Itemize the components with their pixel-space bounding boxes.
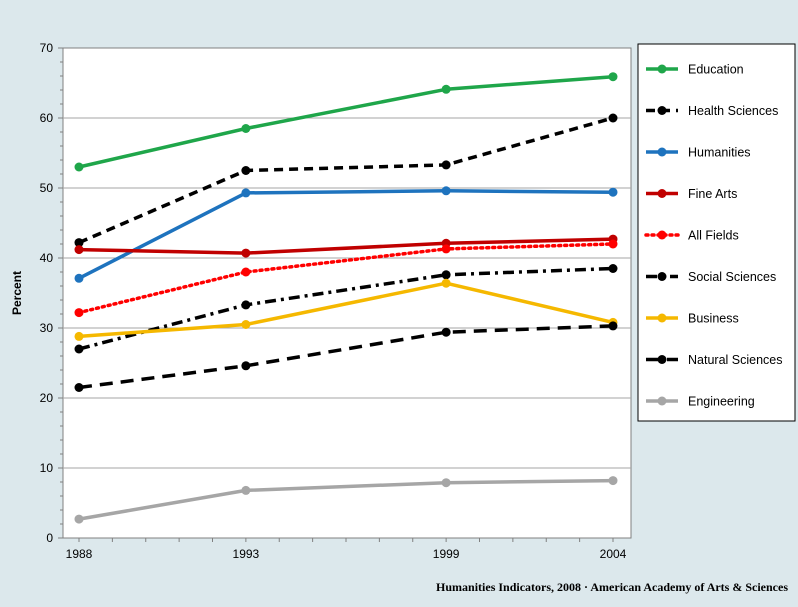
data-point xyxy=(74,308,84,318)
data-point xyxy=(241,267,251,277)
series-humanities xyxy=(74,186,618,283)
y-tick-label: 20 xyxy=(40,391,54,405)
legend-item-all-fields: All Fields xyxy=(644,229,739,243)
data-point xyxy=(441,270,451,280)
data-point xyxy=(241,124,251,133)
legend-swatch-marker xyxy=(657,189,667,198)
data-point xyxy=(74,245,84,255)
series-health-sciences xyxy=(74,113,618,248)
y-tick-label: 40 xyxy=(40,251,54,265)
data-point xyxy=(74,162,84,172)
series-line xyxy=(78,116,614,245)
data-point xyxy=(74,238,84,248)
data-point xyxy=(74,344,84,354)
y-tick-label: 0 xyxy=(46,531,53,545)
legend-item-fine-arts: Fine Arts xyxy=(646,187,737,201)
y-tick-label: 60 xyxy=(40,111,54,125)
y-tick-label: 30 xyxy=(40,321,54,335)
legend-label: Natural Sciences xyxy=(688,353,783,367)
data-point xyxy=(608,321,618,331)
legend-swatch-marker xyxy=(657,355,667,364)
data-point xyxy=(608,476,618,486)
plot-area xyxy=(62,47,632,539)
data-point xyxy=(441,478,451,488)
data-point xyxy=(74,273,84,283)
data-point xyxy=(241,300,251,310)
x-tick-label: 2004 xyxy=(600,547,627,561)
legend-label: Business xyxy=(688,312,739,326)
series-all-fields xyxy=(74,239,618,318)
data-point xyxy=(241,485,251,495)
data-point xyxy=(441,84,451,94)
axes: 0 10 20 30 40 50 60 70 1988 1993 1999 2004 xyxy=(40,41,627,561)
legend-label: Education xyxy=(688,63,744,77)
y-tick-label: 10 xyxy=(40,461,54,475)
legend-label: Humanities xyxy=(688,146,751,160)
legend-label: Fine Arts xyxy=(688,187,737,201)
data-point xyxy=(608,264,618,273)
y-tick-label: 70 xyxy=(40,41,54,55)
legend-label: All Fields xyxy=(688,229,739,243)
legend-swatch-marker xyxy=(657,64,667,74)
y-tick-label: 50 xyxy=(40,181,54,195)
data-point xyxy=(241,248,251,258)
legend-swatch-marker xyxy=(657,396,667,406)
data-point xyxy=(608,239,618,249)
legend-label: Health Sciences xyxy=(688,104,778,118)
series-line xyxy=(78,189,614,280)
series-education xyxy=(74,72,618,172)
data-point xyxy=(608,72,618,82)
data-point xyxy=(441,160,451,170)
series-lines xyxy=(74,72,618,524)
series-line xyxy=(77,242,615,315)
data-point xyxy=(241,188,251,198)
series-line xyxy=(78,266,614,351)
data-point xyxy=(608,187,618,197)
data-point xyxy=(74,331,84,341)
legend-label: Engineering xyxy=(688,395,755,409)
data-point xyxy=(241,320,251,329)
x-tick-label: 1988 xyxy=(66,547,93,561)
series-engineering xyxy=(74,476,618,524)
legend-label: Social Sciences xyxy=(688,270,776,284)
legend-item-health-sciences: Health Sciences xyxy=(646,104,778,118)
data-point xyxy=(441,244,451,254)
series-natural-sciences xyxy=(74,321,618,392)
series-social-sciences xyxy=(74,264,618,354)
series-line xyxy=(78,478,614,521)
legend-swatch-marker xyxy=(657,272,667,281)
legend-swatch-marker xyxy=(657,106,667,115)
series-line xyxy=(78,324,614,390)
legend-item-social-sciences: Social Sciences xyxy=(646,270,776,284)
legend-item-education: Education xyxy=(646,63,744,77)
series-line xyxy=(78,237,614,255)
series-line xyxy=(78,281,614,339)
data-point xyxy=(608,113,618,123)
data-point xyxy=(74,514,84,524)
legend-item-business: Business xyxy=(646,312,739,326)
legend-swatch-marker xyxy=(657,230,667,240)
data-point xyxy=(241,361,251,371)
data-point xyxy=(441,278,451,288)
legend-item-natural-sciences: Natural Sciences xyxy=(646,353,783,367)
data-point xyxy=(441,327,451,337)
data-point xyxy=(241,166,251,175)
source-credit: Humanities Indicators, 2008 · American A… xyxy=(436,580,788,594)
x-tick-label: 1999 xyxy=(433,547,460,561)
x-tick-label: 1993 xyxy=(233,547,260,561)
series-line xyxy=(78,74,614,169)
y-axis-label: Percent xyxy=(10,271,24,315)
data-point xyxy=(74,383,84,392)
legend-item-engineering: Engineering xyxy=(646,395,755,409)
legend-swatch-marker xyxy=(657,147,667,157)
data-point xyxy=(441,186,451,196)
legend-item-humanities: Humanities xyxy=(646,146,751,160)
legend-swatch-marker xyxy=(657,313,667,323)
legend: Education Health Sciences Humanities Fine A… xyxy=(644,63,783,409)
